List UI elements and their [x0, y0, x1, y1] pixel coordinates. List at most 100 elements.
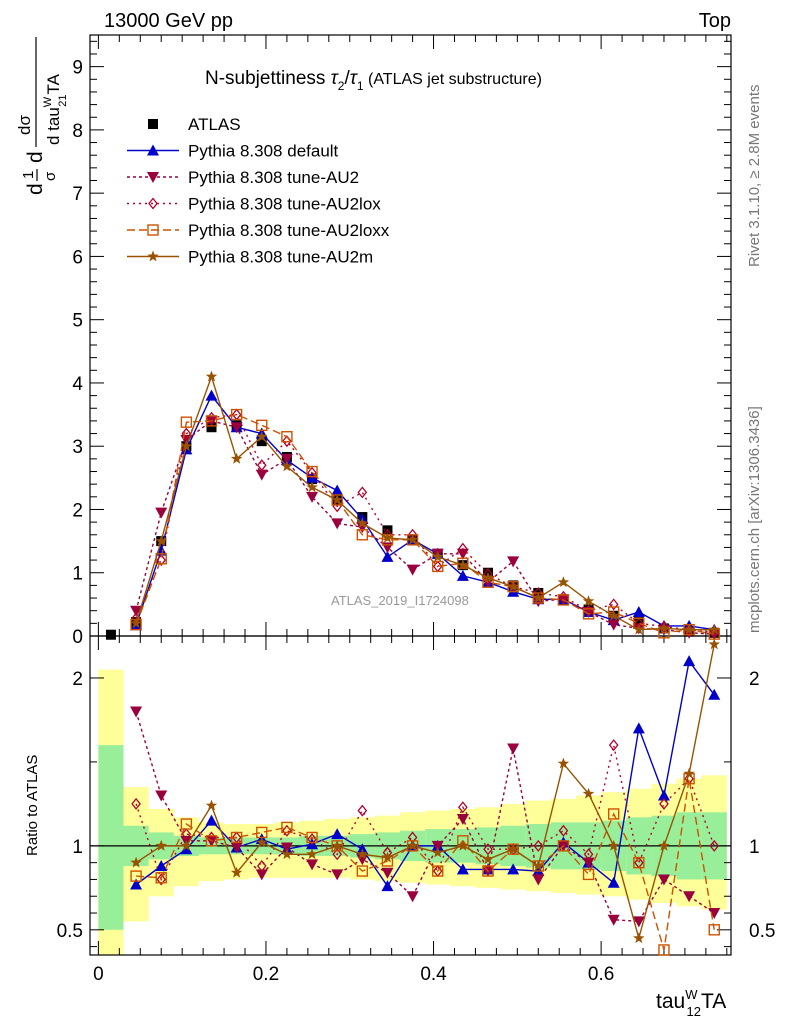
data-point	[608, 609, 620, 621]
data-point	[659, 797, 669, 810]
data-point	[381, 867, 394, 879]
data-point	[632, 605, 645, 617]
legend: ATLAS Pythia 8.308 default Pythia 8.308 tu…	[127, 115, 390, 267]
ylabel-frac-num: 1	[20, 171, 37, 179]
y-tick-label: 4	[72, 374, 83, 395]
data-point	[130, 605, 143, 617]
data-point	[657, 789, 670, 801]
data-point	[281, 821, 293, 834]
data-point	[230, 422, 243, 434]
data-point	[557, 594, 570, 606]
data-point	[256, 859, 267, 873]
x-tick-label: 0.2	[253, 964, 279, 985]
data-point	[356, 529, 369, 541]
ratio-y-tick-label: 1	[72, 837, 83, 858]
data-point	[180, 839, 193, 851]
series-line	[135, 644, 715, 941]
data-point	[608, 598, 619, 611]
ylabel-d2: d	[24, 151, 47, 163]
data-point	[658, 839, 670, 851]
data-point	[280, 842, 293, 854]
legend-marker	[148, 197, 158, 210]
data-point	[306, 831, 318, 844]
data-point	[507, 743, 520, 755]
data-point	[658, 622, 670, 634]
data-point	[130, 856, 142, 868]
data-point	[557, 757, 570, 769]
data-point	[181, 828, 192, 841]
ratio-y-tick-label-right: 2	[749, 669, 760, 690]
data-point	[180, 440, 193, 452]
data-point	[180, 818, 193, 830]
data-point	[256, 459, 267, 472]
data-point	[532, 596, 545, 608]
data-point	[156, 873, 167, 886]
data-point	[256, 430, 268, 442]
x-axis-label: tauW 12TA	[656, 987, 726, 1019]
title-tau2: τ	[331, 68, 340, 89]
data-point	[456, 814, 469, 826]
data-point	[331, 484, 344, 496]
data-point	[607, 619, 620, 631]
data-point	[683, 655, 696, 667]
data-point	[331, 494, 343, 505]
data-point	[130, 617, 142, 629]
data-point	[230, 866, 243, 878]
data-point	[180, 416, 193, 428]
data-point	[607, 914, 620, 926]
data-point	[432, 560, 444, 573]
data-point	[281, 431, 293, 443]
data-point	[256, 436, 267, 447]
data-point	[205, 370, 218, 382]
data-point	[582, 608, 595, 620]
ylabel-dsigma: dσ	[15, 115, 34, 135]
x-tick-label: 0	[93, 964, 104, 985]
data-point	[130, 706, 143, 718]
data-point	[255, 469, 268, 481]
ratio-series-4	[130, 638, 720, 944]
ratio-y-tick-label-right: 0.5	[749, 921, 775, 942]
data-point	[456, 863, 469, 875]
y-tick-label: 3	[72, 437, 83, 458]
data-point	[708, 638, 720, 650]
data-point	[657, 874, 670, 886]
legend-label: Pythia 8.308 default	[188, 142, 339, 161]
data-point	[181, 427, 192, 440]
data-point	[482, 865, 494, 877]
legend-label: Pythia 8.308 tune-AU2	[188, 168, 359, 187]
y-tick-label: 0	[72, 627, 83, 648]
main-y-label: d 1 σ d dσ d tauW 21TA	[15, 37, 69, 195]
data-point	[482, 571, 494, 583]
data-point	[256, 419, 268, 432]
ratio-frame	[89, 635, 732, 956]
data-point	[381, 550, 394, 562]
data-point	[658, 944, 670, 956]
ratio-y-tick-label: 2	[72, 669, 83, 690]
title-sub1: 1	[357, 79, 364, 93]
data-point	[332, 848, 343, 861]
y-tick-label: 2	[72, 500, 83, 521]
title-tau1: τ	[350, 68, 359, 89]
data-point	[633, 623, 645, 635]
legend-marker	[147, 250, 159, 262]
y-tick-label: 9	[72, 58, 83, 79]
data-point	[582, 787, 595, 799]
band-inner	[98, 745, 124, 930]
legend-marker	[147, 224, 159, 236]
data-point	[156, 554, 167, 567]
data-point	[281, 460, 293, 472]
data-point	[582, 857, 595, 869]
data-point	[708, 623, 720, 635]
data-point	[357, 486, 368, 499]
data-point	[180, 843, 193, 855]
series-line	[135, 711, 715, 923]
legend-label: Pythia 8.308 tune-AU2m	[188, 248, 373, 267]
data-point	[709, 839, 720, 852]
data-point	[406, 891, 419, 903]
data-point	[331, 869, 344, 881]
data-point	[205, 814, 218, 826]
data-point	[105, 629, 116, 640]
data-point	[432, 865, 444, 877]
data-point	[255, 869, 268, 881]
